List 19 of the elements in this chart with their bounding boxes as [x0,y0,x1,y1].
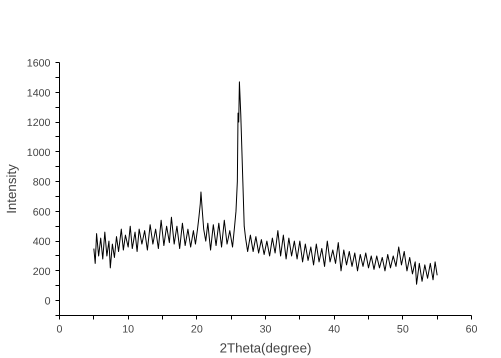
x-tick-label: 20 [190,324,203,336]
y-tick-label: 600 [32,206,51,218]
x-tick-label: 60 [466,324,478,336]
y-tick-label: 0 [44,296,51,308]
x-tick-label: 10 [122,324,134,336]
y-tick-label: 1000 [26,146,51,159]
y-tick-label: 400 [32,236,51,248]
y-tick-label: 1400 [26,87,51,100]
x-tick-label: 0 [56,324,63,336]
x-tick-label: 40 [328,324,340,336]
y-tick-label: 1600 [26,58,51,70]
x-tick-label: 30 [260,324,272,336]
y-axis-title: Intensity [4,164,19,214]
y-tick-label: 200 [32,266,51,278]
y-tick-label: 800 [32,176,51,189]
x-tick-label: 50 [396,324,409,336]
x-axis-title: 2Theta(degree) [220,340,312,356]
line-series [93,81,438,285]
y-tick-label: 1200 [26,117,51,130]
